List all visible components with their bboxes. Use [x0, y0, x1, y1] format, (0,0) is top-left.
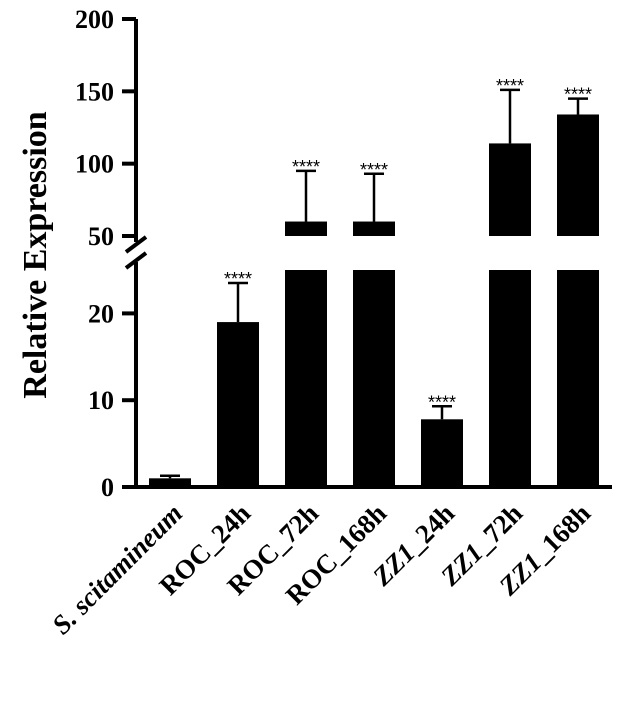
significance-label: **** — [360, 160, 388, 180]
bar-upper — [285, 221, 327, 236]
bar — [285, 270, 327, 487]
significance-label: **** — [428, 392, 456, 412]
y-tick-label: 20 — [88, 299, 114, 328]
y-tick-label: 10 — [88, 386, 114, 415]
significance-label: **** — [496, 76, 524, 96]
bar-upper — [557, 114, 599, 236]
y-tick-label: 50 — [88, 222, 114, 251]
bar-upper — [489, 143, 531, 236]
bars — [149, 88, 599, 487]
significance-label: **** — [292, 157, 320, 177]
significance-label: **** — [564, 85, 592, 105]
significance-label: **** — [224, 269, 252, 289]
y-tick-label: 0 — [101, 473, 114, 502]
bar-upper — [353, 221, 395, 236]
bar — [149, 478, 191, 487]
bar — [489, 270, 531, 487]
bar — [217, 322, 259, 487]
y-tick-label: 150 — [75, 77, 114, 106]
y-tick-label: 200 — [75, 5, 114, 34]
bar — [421, 419, 463, 487]
bar — [353, 270, 395, 487]
y-axis-title: Relative Expression — [17, 111, 54, 399]
axis-break-mark — [124, 235, 148, 254]
bar — [557, 270, 599, 487]
axis-break-mark — [124, 251, 148, 270]
y-tick-label: 100 — [75, 150, 114, 179]
